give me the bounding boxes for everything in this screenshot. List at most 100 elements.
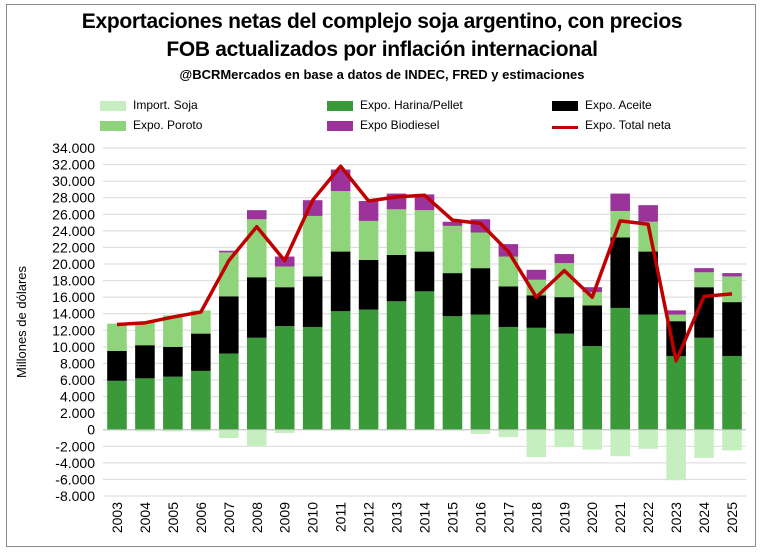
bar-expo-harina (442, 316, 463, 430)
bar-expo-aceite (526, 295, 547, 328)
bar-import-soja (498, 429, 519, 438)
bar-import-soja (470, 429, 491, 434)
bar-expo-poroto (442, 225, 463, 274)
y-tick-label: 0 (87, 422, 95, 438)
x-tick-label: 2021 (612, 502, 628, 533)
x-tick-label: 2025 (724, 502, 740, 533)
y-tick-label: 26.000 (52, 206, 95, 222)
x-tick-label: 2012 (361, 502, 377, 533)
bar-import-soja (274, 429, 295, 434)
bar-expo-biodiesel (442, 221, 463, 226)
bar-expo-biodiesel (554, 254, 575, 264)
legend-label-expo-poroto: Expo. Poroto (133, 118, 203, 132)
y-tick-label: -4.000 (55, 455, 95, 471)
bar-expo-harina (526, 327, 547, 430)
x-tick-label: 2013 (389, 502, 405, 533)
bar-expo-poroto (219, 252, 239, 297)
y-tick-label: 34.000 (52, 140, 95, 156)
bar-expo-aceite (330, 251, 351, 312)
bar-expo-aceite (246, 277, 267, 338)
bar-expo-aceite (135, 345, 155, 379)
y-tick-label: 2.000 (60, 405, 95, 421)
bar-expo-harina (722, 355, 742, 430)
x-tick-label: 2011 (333, 502, 349, 532)
bar-expo-biodiesel (358, 201, 379, 221)
y-tick-label: 24.000 (52, 223, 95, 239)
legend-label-import-soja: Import. Soja (133, 98, 198, 112)
bar-expo-harina (414, 291, 435, 430)
bar-expo-biodiesel (219, 250, 239, 253)
bar-expo-aceite (302, 276, 323, 327)
legend-label-expo-harina: Expo. Harina/Pellet (360, 98, 463, 112)
bar-expo-aceite (638, 251, 658, 315)
y-tick-label: 16.000 (52, 289, 95, 305)
bar-import-soja (163, 429, 183, 432)
x-tick-label: 2005 (165, 502, 181, 533)
bar-expo-poroto (135, 322, 155, 346)
x-tick-label: 2007 (221, 502, 237, 533)
y-tick-label: 12.000 (52, 322, 95, 338)
bar-expo-biodiesel (666, 310, 686, 315)
y-tick-label: 32.000 (52, 157, 95, 173)
bar-import-soja (219, 429, 239, 438)
bar-expo-poroto (163, 315, 183, 347)
bar-expo-harina (191, 370, 211, 430)
bar-expo-harina (470, 314, 491, 430)
y-axis-title: Millones de dólares (14, 266, 29, 379)
bar-expo-aceite (722, 302, 742, 356)
bar-expo-harina (107, 380, 127, 430)
x-tick-label: 2015 (444, 502, 460, 533)
bar-expo-poroto (694, 272, 714, 288)
bar-expo-aceite (386, 254, 407, 302)
bar-import-soja (526, 429, 547, 458)
x-tick-label: 2016 (472, 502, 488, 533)
bar-expo-harina (610, 307, 630, 430)
y-tick-label: 30.000 (52, 173, 95, 189)
bar-expo-biodiesel (526, 269, 547, 280)
legend-swatch-expo-harina (327, 101, 353, 111)
bar-expo-harina (554, 333, 575, 430)
bar-expo-poroto (274, 266, 295, 288)
legend-label-total-neta: Expo. Total neta (585, 118, 671, 132)
bar-expo-aceite (610, 237, 630, 308)
y-tick-label: 28.000 (52, 190, 95, 206)
x-tick-label: 2022 (640, 502, 656, 533)
bar-expo-poroto (722, 276, 742, 303)
bar-expo-poroto (386, 209, 407, 255)
bar-expo-harina (274, 326, 295, 430)
bar-expo-aceite (470, 268, 491, 315)
y-tick-label: 14.000 (52, 306, 95, 322)
chart-subtitle: @BCRMercados en base a datos de INDEC, F… (179, 67, 585, 82)
chart-frame (6, 4, 756, 547)
y-tick-label: 18.000 (52, 273, 95, 289)
bar-import-soja (666, 429, 686, 481)
y-tick-label: 4.000 (60, 389, 95, 405)
bar-import-soja (610, 429, 630, 457)
bar-expo-poroto (330, 191, 351, 252)
bar-expo-harina (163, 376, 183, 430)
bar-expo-biodiesel (610, 193, 630, 211)
bar-expo-harina (386, 301, 407, 430)
bar-expo-poroto (358, 220, 379, 260)
bar-expo-harina (330, 311, 351, 430)
bar-expo-poroto (302, 215, 323, 277)
chart-title-line2: FOB actualizados por inflación internaci… (166, 38, 598, 61)
x-tick-label: 2010 (305, 502, 321, 533)
bar-expo-biodiesel (582, 287, 603, 293)
y-tick-label: 10.000 (52, 339, 95, 355)
chart-title-line1: Exportaciones netas del complejo soja ar… (81, 10, 683, 33)
bar-expo-biodiesel (246, 210, 267, 220)
legend-swatch-expo-poroto (100, 121, 126, 131)
y-tick-label: -2.000 (55, 438, 95, 454)
bar-expo-aceite (554, 297, 575, 334)
y-tick-label: 8.000 (60, 355, 95, 371)
bar-import-soja (694, 429, 714, 458)
bar-expo-aceite (358, 259, 379, 310)
y-tick-label: 20.000 (52, 256, 95, 272)
bar-expo-poroto (666, 314, 686, 322)
bar-expo-aceite (582, 305, 603, 347)
x-tick-label: 2009 (277, 502, 293, 533)
bar-expo-aceite (498, 286, 519, 327)
x-tick-label: 2018 (528, 502, 544, 533)
